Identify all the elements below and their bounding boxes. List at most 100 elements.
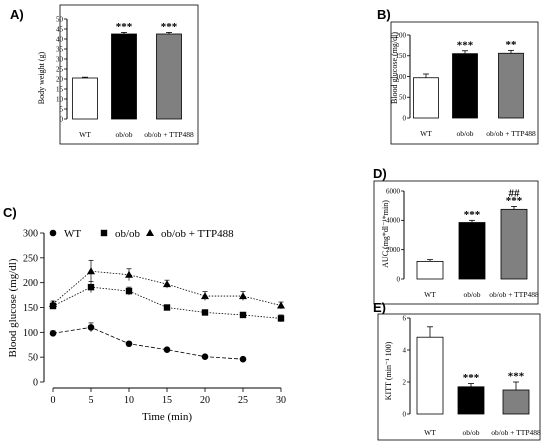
panel-c-ytick-label-1: 50 [28,353,38,364]
panel-c-series-0-point-2 [125,340,133,348]
panelD-cat-label-0: WT [424,290,436,299]
panelA-ytick-label-1: 5 [60,105,64,113]
panel-c-series-0-point-3 [163,346,171,354]
panelB-ytick-label-1: 50 [399,94,407,102]
panelB-ytick-label-0: 0 [403,114,407,122]
panelB-bar-0 [413,77,439,119]
panel-c-legend-marker-0 [49,229,57,237]
panel-c-xtick-label-6: 30 [276,395,286,406]
panel-c-series-2-point-3 [163,280,171,288]
panelD-ytick-label-3: 6000 [386,187,401,195]
panel-c-series-2-point-5 [239,292,247,300]
panel-c-ylabel: Blood glucose (mg/dl) [7,258,19,357]
panel-c-series-0-point-4 [201,353,209,360]
panel-c-xtick-label-3: 15 [162,395,172,406]
panel-c-xtick-label-1: 5 [89,395,94,406]
panel-a: A) Body weight (g) 0 5 10 15 20 25 30 35 40 45 50 W… [10,4,199,145]
panelA-ytick-label-3: 15 [56,85,64,93]
panelD-bar-0 [416,260,444,280]
panelD-cat-label-1: ob/ob [463,290,480,299]
panelD-bar-1 [458,222,486,280]
panel-c-series-1-point-1 [87,283,95,291]
panelE-cat-label-0: WT [424,428,436,437]
panelE-sig-2: *** [508,371,525,383]
panelA-cat-label-0: WT [79,130,91,139]
panelE-ytick-label-1: 2 [403,378,407,386]
panelD-sig2-2: ## [509,187,521,199]
panel-c-series-line-2 [52,270,282,306]
panel-d-ylabel: AUC (mg*dl⁻¹*min) [381,200,390,268]
panelE-bar-0 [416,336,444,415]
panel-c-xlabel: Time (min) [142,411,192,423]
panel-c: C) Blood glucose (mg/dl) Time (min) 0501… [3,205,286,423]
panelA-bar-1 [111,33,137,120]
panel-c-series-2-point-2 [125,270,133,278]
panelA-sig-2: *** [161,21,178,33]
panelA-ytick-label-7: 35 [56,45,64,53]
panel-b-label: B) [377,7,391,22]
panelA-cat-label-1: ob/ob [115,130,132,139]
panelD-cat-label-2: ob/ob + TTP488 [489,290,539,299]
panelE-sig-1: *** [463,372,480,384]
panel-c-legend-marker-2 [146,229,154,236]
panel-c-series-1-point-4 [201,309,209,316]
panelA-ytick-label-6: 30 [56,55,64,63]
panel-c-legend-label-2: ob/ob + TTP488 [161,228,234,240]
panel-d-label: D) [373,166,387,181]
panelA-bar-0 [72,77,98,120]
panelB-sig-1: *** [457,39,474,51]
panelA-ytick-label-9: 45 [56,25,64,33]
panel-d: D) AUC (mg*dl⁻¹*min) 0 2000 4000 6000 WT ob/o… [373,166,539,305]
panel-c-series-1-point-2 [125,287,133,295]
panel-c-series-line-0 [52,326,244,360]
panelD-sig-2: *** [506,195,523,207]
panelB-cat-label-2: ob/ob + TTP488 [486,129,536,138]
panel-c-series-2-point-1 [87,267,95,275]
panel-e-ylabel: KITT (min⁻¹ 100) [384,341,393,400]
panelE-ytick-label-0: 0 [403,410,407,418]
panelB-bar-1 [452,53,478,119]
panel-b-ylabel: Blood glucose (mg/dl) [390,32,399,104]
panelE-bar-2 [502,389,530,415]
panelB-ytick-label-4: 200 [396,31,407,39]
panelE-ytick-label-2: 4 [403,346,407,354]
panelA-ytick-label-8: 40 [56,35,64,43]
panel-a-label: A) [10,7,24,22]
panel-c-legend-label-0: WT [64,228,81,240]
panelB-sig-2: ** [506,39,518,51]
panelA-cat-label-2: ob/ob + TTP488 [144,130,194,139]
panel-c-series-1-point-3 [163,304,171,311]
panelA-ytick-label-10: 50 [56,15,64,23]
panel-c-legend-marker-1 [100,229,108,237]
panel-c-xtick-label-2: 10 [124,395,134,406]
panelE-cat-label-2: ob/ob + TTP488 [491,428,541,437]
panelB-bar-2 [498,52,524,119]
panel-a-ylabel: Body weight (g) [37,51,46,104]
panel-e-label: E) [373,300,386,315]
panel-c-xtick-label-5: 25 [238,395,248,406]
panelA-ytick-label-5: 25 [56,65,64,73]
panel-c-series-1-point-6 [277,315,285,322]
panelB-cat-label-1: ob/ob [456,129,473,138]
panel-c-xtick-label-0: 0 [51,395,56,406]
panel-c-series-line-1 [52,286,282,319]
panel-c-legend-label-1: ob/ob [115,228,141,240]
panel-c-ytick-label-0: 0 [33,378,38,389]
panelB-cat-label-0: WT [420,129,432,138]
panelE-bar-1 [457,386,485,415]
panelD-ytick-label-1: 2000 [386,246,401,254]
panelA-bar-2 [156,33,182,120]
panel-c-label: C) [3,205,17,220]
panelB-ytick-label-3: 150 [396,52,407,60]
panel-c-series-0-point-1 [87,324,95,331]
panel-c-ytick-label-4: 200 [23,278,38,289]
panelA-ytick-label-2: 10 [56,95,64,103]
panelA-sig-1: *** [116,21,133,33]
panel-c-ytick-label-2: 100 [23,328,38,339]
panelE-cat-label-1: ob/ob [462,428,479,437]
panel-c-series-1-point-5 [239,311,247,319]
panelE-ytick-label-3: 6 [403,314,407,322]
panelD-ytick-label-2: 4000 [386,217,401,225]
panel-e-frame [377,313,541,441]
